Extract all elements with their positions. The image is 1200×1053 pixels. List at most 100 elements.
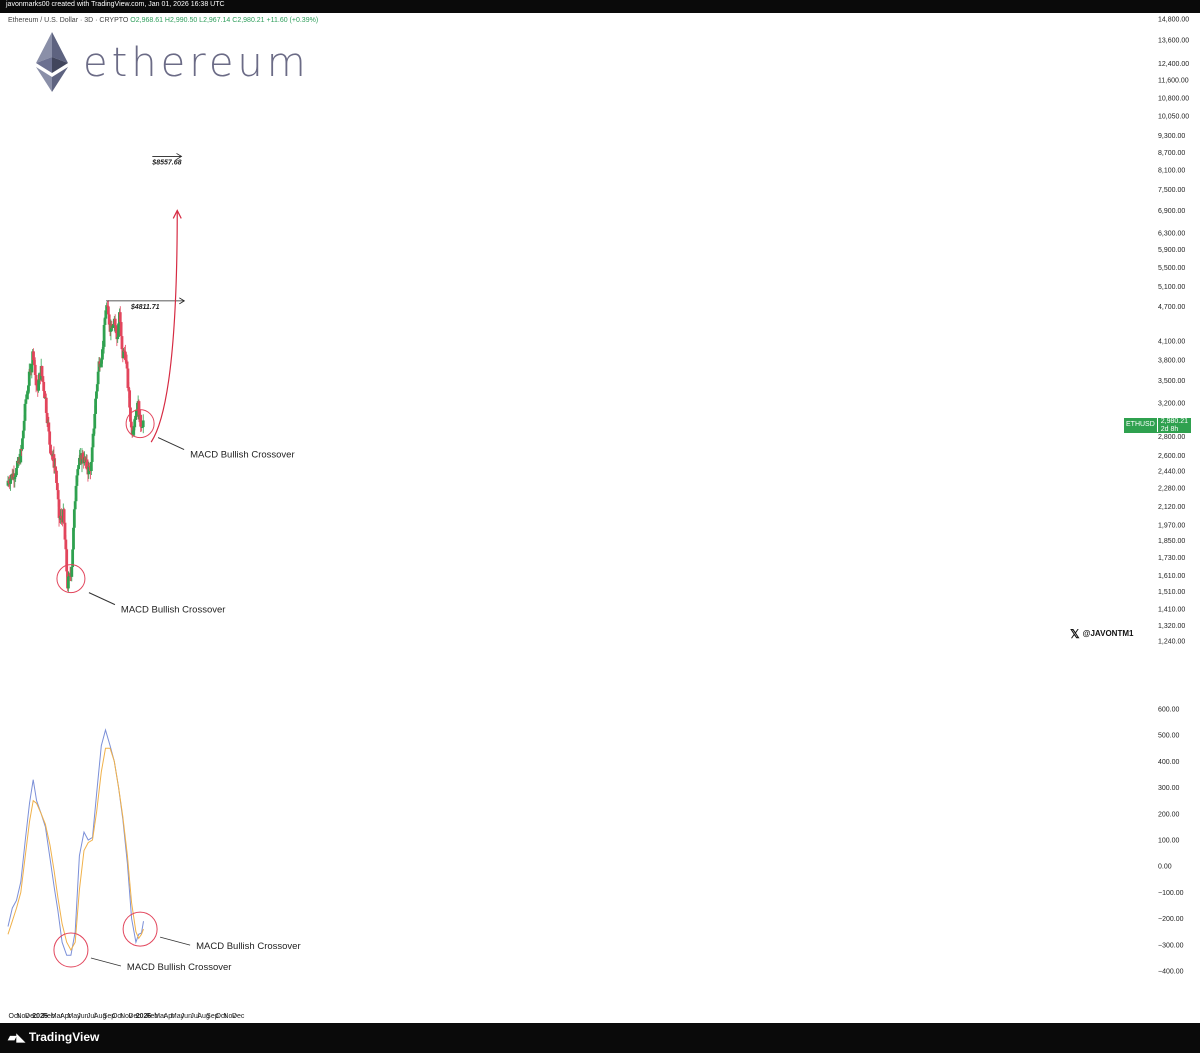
candle-body	[139, 414, 143, 427]
last-price-tag: ETHUSD 2,980.21 2d 8h	[1124, 418, 1192, 433]
candle-body	[141, 420, 145, 428]
candle-body	[134, 415, 137, 420]
candle-body	[114, 325, 118, 330]
price-axis-tick-label: 9,300.00	[1158, 133, 1185, 140]
time-axis-tick-label: Feb	[146, 1013, 158, 1020]
price-axis-tick-label: 11,600.00	[1158, 78, 1189, 85]
candle-body	[47, 422, 51, 432]
candle-body	[107, 314, 111, 325]
ethereum-wordmark: ethereum	[83, 40, 310, 86]
candle-body	[135, 410, 139, 412]
macd-axis-tick-label: 600.00	[1158, 707, 1180, 714]
candle-body	[119, 322, 123, 337]
time-axis-tick-label: Oct	[9, 1013, 20, 1020]
price-axis-tick-label: 6,900.00	[1158, 208, 1185, 215]
candle-body	[27, 385, 30, 392]
candle-body	[122, 350, 126, 359]
candle-body	[9, 478, 12, 484]
time-axis-tick-label: Dec	[128, 1013, 141, 1020]
callout-line	[157, 437, 185, 451]
candle-body	[140, 427, 144, 429]
time-axis-tick-label: Mar	[51, 1013, 64, 1020]
credit-text: javonmarks00 created with TradingView.co…	[6, 1, 225, 8]
twitter-watermark: 𝕏 @JAVONTM1	[1070, 627, 1133, 641]
price-tag-countdown: 2d 8h	[1160, 426, 1179, 433]
crossover-circle	[53, 932, 89, 968]
candle-body	[19, 448, 23, 463]
candle-body	[44, 397, 48, 413]
price-axis-tick-label: 6,300.00	[1158, 231, 1185, 238]
candle-body	[90, 447, 94, 462]
candle-body	[43, 391, 46, 399]
crossover-circle	[125, 409, 155, 439]
tradingview-logo-icon: ▰◣	[8, 1032, 25, 1044]
price-axis-tick-label: 1,610.00	[1158, 573, 1185, 580]
price-axis-tick-label: 3,500.00	[1158, 378, 1185, 385]
time-axis-tick-label: Feb	[43, 1013, 55, 1020]
time-axis-tick-label: Mar	[154, 1013, 167, 1020]
price-axis-tick-label: 12,400.00	[1158, 61, 1189, 68]
candle-body	[101, 346, 105, 350]
price-axis-tick-label: 1,730.00	[1158, 555, 1185, 562]
candle-body	[21, 438, 24, 450]
time-axis-tick-label: Jun	[77, 1013, 88, 1020]
macd-axis-tick-label: −200.00	[1158, 916, 1184, 923]
candle-body	[77, 465, 80, 470]
price-axis-tick-label: 7,500.00	[1158, 187, 1185, 194]
time-axis-tick-label: Jun	[181, 1013, 192, 1020]
time-axis-tick-label: Sep	[206, 1013, 219, 1020]
x-logo-icon: 𝕏	[1070, 627, 1080, 641]
price-and-macd-chart[interactable]: 14,800.00 13,600.00 12,400.00 11,600.00 10,8…	[0, 13, 1200, 1023]
price-axis-tick-label: 2,600.00	[1158, 453, 1185, 460]
candle-body	[85, 459, 89, 470]
candle-body	[123, 351, 127, 360]
time-axis-tick-label: May	[67, 1013, 81, 1020]
time-axis-tick-label: Aug	[197, 1013, 210, 1020]
candle-body	[124, 359, 128, 362]
tradingview-brand[interactable]: ▰◣ TradingView	[8, 1030, 99, 1044]
time-axis-tick-label: May	[171, 1013, 185, 1020]
projection-arrowhead	[172, 209, 182, 219]
macd-axis-tick-label: −300.00	[1158, 942, 1184, 949]
price-axis-tick-label: 5,100.00	[1158, 284, 1185, 291]
ethereum-diamond-icon	[36, 32, 68, 92]
candle-body	[13, 477, 17, 480]
candle-body	[118, 312, 122, 323]
candle-body	[73, 501, 77, 510]
candle-body	[34, 375, 38, 386]
candle-body	[132, 427, 136, 431]
price-axis-tick-label: 1,240.00	[1158, 639, 1185, 646]
candle-body	[99, 363, 103, 367]
candle-body	[30, 363, 34, 373]
candle-body	[117, 323, 120, 337]
macd-axis-tick-label: −100.00	[1158, 890, 1184, 897]
tradingview-label: TradingView	[28, 1030, 100, 1044]
time-axis-tick-label: Oct	[112, 1013, 123, 1020]
candle-body	[15, 460, 19, 469]
symbol-name: Ethereum / U.S. Dollar · 3D · CRYPTO	[8, 17, 129, 24]
crossover-label: MACD Bullish Crossover	[127, 962, 232, 973]
candle-body	[49, 444, 52, 454]
price-axis-tick-label: 3,200.00	[1158, 401, 1185, 408]
candle-body	[116, 336, 120, 340]
candle-body	[64, 539, 68, 550]
candle-body	[127, 387, 131, 391]
time-axis-tick-label: 2026	[136, 1013, 152, 1020]
candle-body	[55, 482, 59, 491]
candle-body	[71, 549, 75, 567]
candle-body	[76, 469, 80, 476]
time-axis-tick-label: Nov	[223, 1013, 236, 1020]
callout-line	[88, 592, 116, 606]
candle-body	[92, 428, 96, 434]
macd-axis-tick-label: −400.00	[1158, 969, 1184, 976]
macd-axis-tick-label: 100.00	[1158, 838, 1180, 845]
candle-body	[93, 413, 97, 429]
candle-body	[32, 360, 36, 365]
candle-body	[25, 394, 29, 400]
macd-axis-tick-label: 400.00	[1158, 759, 1180, 766]
price-tag-value: 2,980.21	[1160, 418, 1189, 425]
candle-body	[89, 461, 93, 472]
candle-body	[23, 403, 27, 421]
candle-body	[74, 485, 78, 502]
crossover-circle	[122, 911, 158, 947]
